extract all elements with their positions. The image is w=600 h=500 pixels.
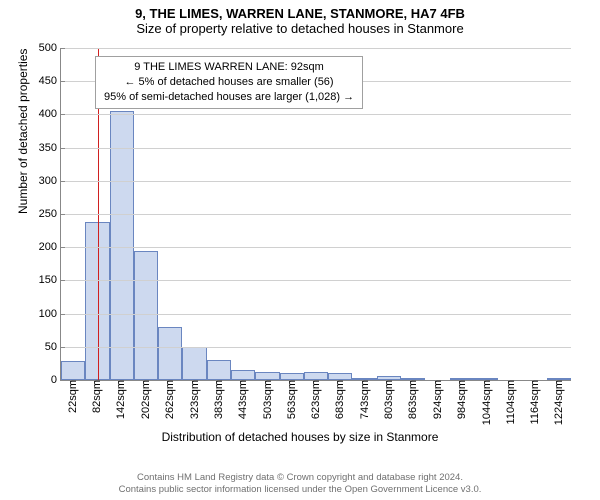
- y-tick-label: 200: [39, 241, 61, 253]
- histogram-bar: [61, 361, 85, 380]
- x-tick-label: 743sqm: [359, 380, 371, 419]
- grid-line: [61, 148, 571, 149]
- grid-line: [61, 214, 571, 215]
- y-tick-label: 400: [39, 108, 61, 120]
- x-tick-label: 563sqm: [286, 380, 298, 419]
- legend-line-smaller: ← 5% of detached houses are smaller (56): [104, 75, 354, 90]
- histogram-bar: [328, 373, 352, 380]
- x-tick-label: 683sqm: [334, 380, 346, 419]
- grid-line: [61, 181, 571, 182]
- grid-line: [61, 280, 571, 281]
- x-tick-label: 863sqm: [407, 380, 419, 419]
- histogram-bar: [231, 370, 255, 380]
- y-tick-label: 150: [39, 274, 61, 286]
- y-tick-label: 300: [39, 175, 61, 187]
- x-tick-label: 383sqm: [213, 380, 225, 419]
- x-tick-label: 1044sqm: [481, 380, 493, 425]
- grid-line: [61, 347, 571, 348]
- y-tick-label: 100: [39, 308, 61, 320]
- y-tick-label: 50: [45, 341, 61, 353]
- grid-line: [61, 314, 571, 315]
- grid-line: [61, 48, 571, 49]
- x-tick-label: 503sqm: [262, 380, 274, 419]
- histogram-bar: [280, 373, 304, 380]
- chart-title-main: 9, THE LIMES, WARREN LANE, STANMORE, HA7…: [0, 0, 600, 21]
- y-tick-label: 500: [39, 42, 61, 54]
- x-tick-label: 803sqm: [383, 380, 395, 419]
- x-tick-label: 262sqm: [164, 380, 176, 419]
- y-tick-label: 450: [39, 75, 61, 87]
- x-tick-label: 443sqm: [237, 380, 249, 419]
- x-axis-label: Distribution of detached houses by size …: [0, 430, 600, 444]
- y-tick-label: 350: [39, 142, 61, 154]
- x-tick-label: 1224sqm: [553, 380, 565, 425]
- x-tick-label: 82sqm: [91, 380, 103, 413]
- x-tick-label: 142sqm: [115, 380, 127, 419]
- x-tick-label: 924sqm: [432, 380, 444, 419]
- attribution-text: Contains HM Land Registry data © Crown c…: [0, 472, 600, 496]
- x-tick-label: 1164sqm: [529, 380, 541, 424]
- x-tick-label: 22sqm: [67, 380, 79, 413]
- histogram-bar: [182, 347, 206, 380]
- attribution-line1: Contains HM Land Registry data © Crown c…: [0, 472, 600, 484]
- histogram-bar: [255, 372, 279, 380]
- legend-line-property: 9 THE LIMES WARREN LANE: 92sqm: [104, 60, 354, 75]
- histogram-bar: [207, 360, 231, 380]
- grid-line: [61, 247, 571, 248]
- histogram-bar: [110, 111, 134, 380]
- histogram-bar: [158, 327, 182, 380]
- x-tick-label: 323sqm: [189, 380, 201, 419]
- attribution-line2: Contains public sector information licen…: [0, 484, 600, 496]
- x-tick-label: 623sqm: [310, 380, 322, 419]
- chart-title-sub: Size of property relative to detached ho…: [0, 21, 600, 36]
- x-tick-label: 1104sqm: [505, 380, 517, 424]
- y-tick-label: 0: [51, 374, 61, 386]
- histogram-bar: [134, 251, 158, 380]
- chart-legend-box: 9 THE LIMES WARREN LANE: 92sqm ← 5% of d…: [95, 56, 363, 109]
- x-tick-label: 984sqm: [456, 380, 468, 419]
- y-axis-label: Number of detached properties: [16, 49, 30, 214]
- legend-line-larger: 95% of semi-detached houses are larger (…: [104, 90, 354, 105]
- grid-line: [61, 114, 571, 115]
- histogram-bar: [304, 372, 328, 380]
- x-tick-label: 202sqm: [140, 380, 152, 419]
- y-tick-label: 250: [39, 208, 61, 220]
